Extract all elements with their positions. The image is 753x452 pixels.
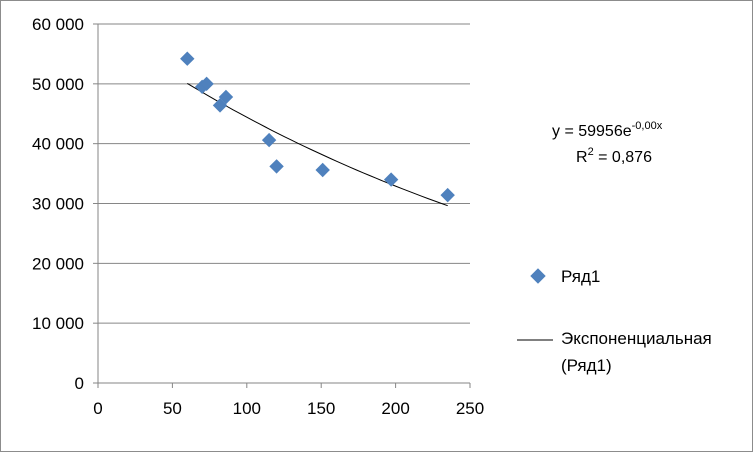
x-tick-label: 0 xyxy=(93,399,102,418)
y-tick-label: 10 000 xyxy=(32,314,84,333)
y-tick-label: 20 000 xyxy=(32,254,84,273)
legend: Ряд1 Экспоненциальная (Ряд1) xyxy=(517,267,712,375)
y-tick-label: 0 xyxy=(75,374,84,393)
y-tick-label: 30 000 xyxy=(32,195,84,214)
data-points xyxy=(180,51,455,203)
x-tick-label: 100 xyxy=(233,399,261,418)
data-point xyxy=(199,76,214,92)
y-tick-labels: 0 10 000 20 000 30 000 40 000 50 000 60 000 xyxy=(32,15,84,393)
x-tick-label: 200 xyxy=(381,399,409,418)
data-point xyxy=(218,89,234,105)
data-point xyxy=(440,187,455,203)
data-point xyxy=(383,172,399,187)
gridlines xyxy=(93,23,471,388)
trendline xyxy=(187,82,448,207)
trend-equation: y = 59956e-0,00x xyxy=(552,120,663,140)
y-tick-label: 40 000 xyxy=(32,135,84,154)
trend-r-squared: R2 = 0,876 xyxy=(576,146,652,166)
axes xyxy=(97,24,470,384)
data-point xyxy=(180,51,195,66)
legend-trend-label-line1: Экспоненциальная xyxy=(561,329,712,348)
legend-series-label: Ряд1 xyxy=(561,267,600,286)
trendline-group xyxy=(187,82,448,207)
data-point xyxy=(261,132,277,148)
x-tick-label: 250 xyxy=(456,399,484,418)
legend-trend-label-line2: (Ряд1) xyxy=(561,356,612,375)
y-tick-label: 60 000 xyxy=(32,15,84,34)
x-tick-labels: 0 50 100 150 200 250 xyxy=(93,399,484,418)
x-tick-label: 50 xyxy=(163,399,182,418)
data-point xyxy=(315,162,330,178)
legend-series-marker xyxy=(530,268,546,284)
x-tick-label: 150 xyxy=(307,399,335,418)
data-point xyxy=(269,159,284,174)
y-tick-label: 50 000 xyxy=(32,75,84,94)
data-point xyxy=(212,98,228,113)
